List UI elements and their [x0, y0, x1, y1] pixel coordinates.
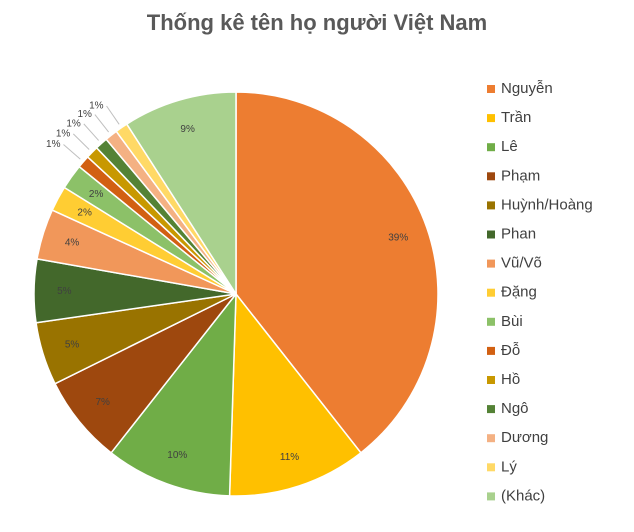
legend-label: Lý	[501, 458, 517, 475]
legend-swatch	[487, 230, 495, 239]
leader-line	[94, 114, 110, 133]
data-label: 1%	[66, 119, 81, 130]
legend-swatch	[487, 114, 495, 123]
legend-label: Phan	[501, 225, 536, 242]
pie-slice	[125, 91, 237, 297]
legend-swatch	[487, 405, 495, 414]
legend-label: Bùi	[501, 313, 523, 330]
legend-swatch	[487, 259, 495, 268]
legend-swatch	[487, 434, 495, 443]
legend-label: Dương	[501, 429, 548, 446]
legend-label: Phạm	[501, 167, 540, 184]
data-label: 1%	[46, 139, 61, 150]
legend-label: Nguyễn	[501, 80, 553, 97]
data-label: 2%	[89, 189, 104, 200]
legend-label: Đặng	[501, 284, 537, 301]
data-label: 7%	[96, 397, 111, 408]
legend-swatch	[487, 492, 495, 501]
legend-swatch	[487, 288, 495, 297]
legend-swatch	[487, 463, 495, 472]
legend-label: Ngô	[501, 400, 529, 417]
legend-label: Lê	[501, 138, 518, 155]
legend-swatch	[487, 143, 495, 152]
pie-slice	[235, 91, 439, 454]
leader-line	[72, 133, 90, 150]
chart-title: Thống kê tên họ người Việt Nam	[147, 10, 487, 35]
leader-line	[83, 123, 99, 141]
pie-slice	[228, 291, 362, 497]
legend-label: Huỳnh/Hoàng	[501, 196, 593, 213]
legend-swatch	[487, 346, 495, 355]
legend-label: Trần	[501, 109, 531, 126]
legend-swatch	[487, 85, 495, 93]
data-label: 10%	[167, 450, 187, 461]
data-label: 5%	[57, 286, 72, 297]
data-label: 9%	[180, 124, 195, 135]
legend-swatch	[487, 201, 495, 210]
pie-slice	[110, 291, 237, 497]
legend-swatch	[487, 172, 495, 181]
legend-label: Vũ/Võ	[501, 255, 542, 272]
legend-label: (Khác)	[501, 487, 545, 504]
data-label: 5%	[65, 340, 80, 351]
data-label: 1%	[56, 129, 71, 140]
data-label: 1%	[89, 101, 104, 112]
data-label: 11%	[280, 452, 299, 463]
legend-swatch	[487, 317, 495, 326]
legend-swatch	[487, 376, 495, 384]
data-label: 1%	[77, 109, 92, 120]
data-label: 4%	[65, 238, 80, 249]
leader-line	[106, 105, 120, 125]
data-label: 39%	[388, 232, 408, 243]
legend-label: Hồ	[501, 371, 520, 388]
data-label: 2%	[77, 208, 92, 219]
leader-line	[63, 144, 81, 160]
legend-label: Đỗ	[501, 342, 520, 359]
